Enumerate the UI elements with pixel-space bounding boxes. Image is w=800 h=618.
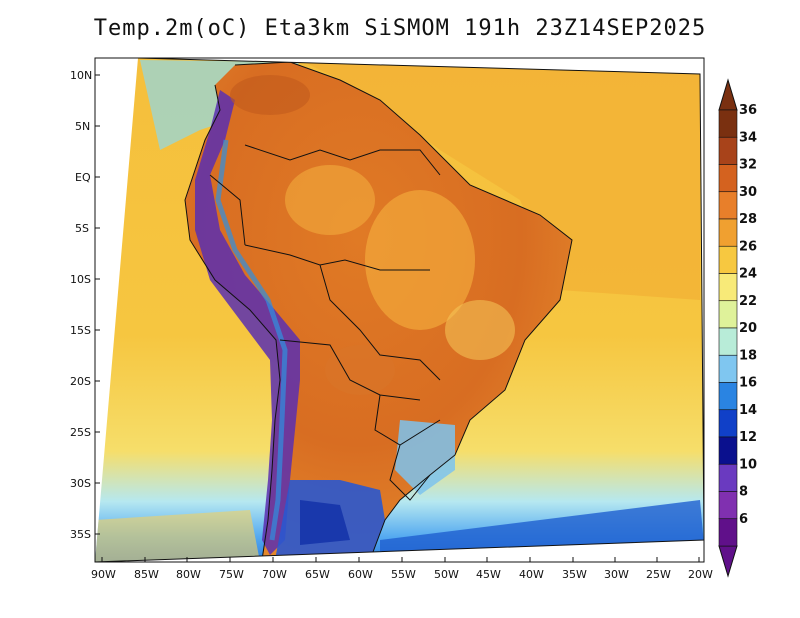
colorbar-segment <box>718 136 738 165</box>
colorbar-label: 14 <box>739 403 757 418</box>
lat-tick-label: 15S <box>70 324 91 337</box>
country-borders <box>184 61 573 561</box>
lat-tick-label: 30S <box>70 477 91 490</box>
colorbar: 36 34 32 30 28 26 24 22 20 18 16 14 12 10 8 6 <box>718 78 757 578</box>
colorbar-segment <box>718 409 738 438</box>
lon-tick-label: 85W <box>134 568 159 581</box>
colorbar-segment <box>718 382 738 411</box>
colorbar-label: 6 <box>739 512 748 527</box>
lon-tick-label: 45W <box>476 568 501 581</box>
latitude-axis: 10N 5N EQ 5S 10S 15S 20S 25S 30S 35S <box>70 69 100 541</box>
colorbar-segment <box>718 273 738 302</box>
lon-tick-label: 90W <box>91 568 116 581</box>
colorbar-segment <box>718 327 738 356</box>
lat-tick-label: 10N <box>70 69 92 82</box>
colorbar-segment <box>718 518 738 547</box>
lat-tick-label: 10S <box>70 273 91 286</box>
patagonia-cold-core <box>300 500 350 545</box>
southeast-brazil-warm-patch <box>445 300 515 360</box>
colorbar-label: 32 <box>739 158 757 173</box>
lon-tick-label: 25W <box>646 568 671 581</box>
lon-tick-label: 70W <box>262 568 287 581</box>
amazon-warm-patch <box>285 165 375 235</box>
colombia-venezuela-hot-patch <box>230 75 310 115</box>
colorbar-segment <box>718 491 738 520</box>
colorbar-segment <box>718 109 738 138</box>
map-domain-outline <box>94 57 705 563</box>
lat-tick-label: 5N <box>75 120 90 133</box>
colorbar-segment <box>718 436 738 465</box>
lat-tick-label: 20S <box>70 375 91 388</box>
lon-tick-label: 35W <box>562 568 587 581</box>
colorbar-label: 8 <box>739 485 748 500</box>
lon-tick-label: 20W <box>688 568 713 581</box>
southeast-pacific-region <box>95 510 260 562</box>
lat-tick-label: EQ <box>75 171 91 184</box>
colorbar-label: 10 <box>739 457 757 472</box>
lon-tick-label: 75W <box>219 568 244 581</box>
map-panel <box>94 57 705 563</box>
lat-tick-label: 35S <box>70 528 91 541</box>
lon-tick-label: 55W <box>391 568 416 581</box>
colorbar-bottom-arrow <box>718 545 738 578</box>
lon-tick-label: 50W <box>434 568 459 581</box>
colorbar-label: 30 <box>739 185 757 200</box>
colorbar-label: 24 <box>739 267 757 282</box>
lat-tick-label: 5S <box>75 222 89 235</box>
longitude-axis: 90W 85W 80W 75W 70W 65W 60W 55W 50W 45W … <box>91 557 713 581</box>
colorbar-label: 26 <box>739 239 757 254</box>
colorbar-segment <box>718 300 738 329</box>
colorbar-label: 18 <box>739 348 757 363</box>
colorbar-segment <box>718 218 738 247</box>
lon-tick-label: 80W <box>176 568 201 581</box>
map-title: Temp.2m(oC) Eta3km SiSMOM 191h 23Z14SEP2… <box>93 16 707 41</box>
colorbar-label: 34 <box>739 130 757 145</box>
colorbar-segment <box>718 463 738 492</box>
colorbar-segment <box>718 164 738 193</box>
chaco-hot-patch <box>325 345 395 395</box>
lat-tick-label: 25S <box>70 426 91 439</box>
colorbar-label: 12 <box>739 430 757 445</box>
colorbar-segment <box>718 245 738 274</box>
colorbar-label: 36 <box>739 103 757 118</box>
colorbar-segment <box>718 191 738 220</box>
colorbar-label: 28 <box>739 212 757 227</box>
map-frame <box>94 57 705 563</box>
lon-tick-label: 40W <box>519 568 544 581</box>
lon-tick-label: 60W <box>348 568 373 581</box>
colorbar-top-arrow <box>718 78 738 111</box>
lon-tick-label: 65W <box>305 568 330 581</box>
lon-tick-label: 30W <box>604 568 629 581</box>
andes-slope-band <box>215 139 288 541</box>
central-brazil-warm-patch <box>365 190 475 330</box>
colorbar-label: 16 <box>739 376 757 391</box>
colorbar-label: 20 <box>739 321 757 336</box>
colorbar-label: 22 <box>739 294 757 309</box>
colorbar-segment <box>718 354 738 383</box>
